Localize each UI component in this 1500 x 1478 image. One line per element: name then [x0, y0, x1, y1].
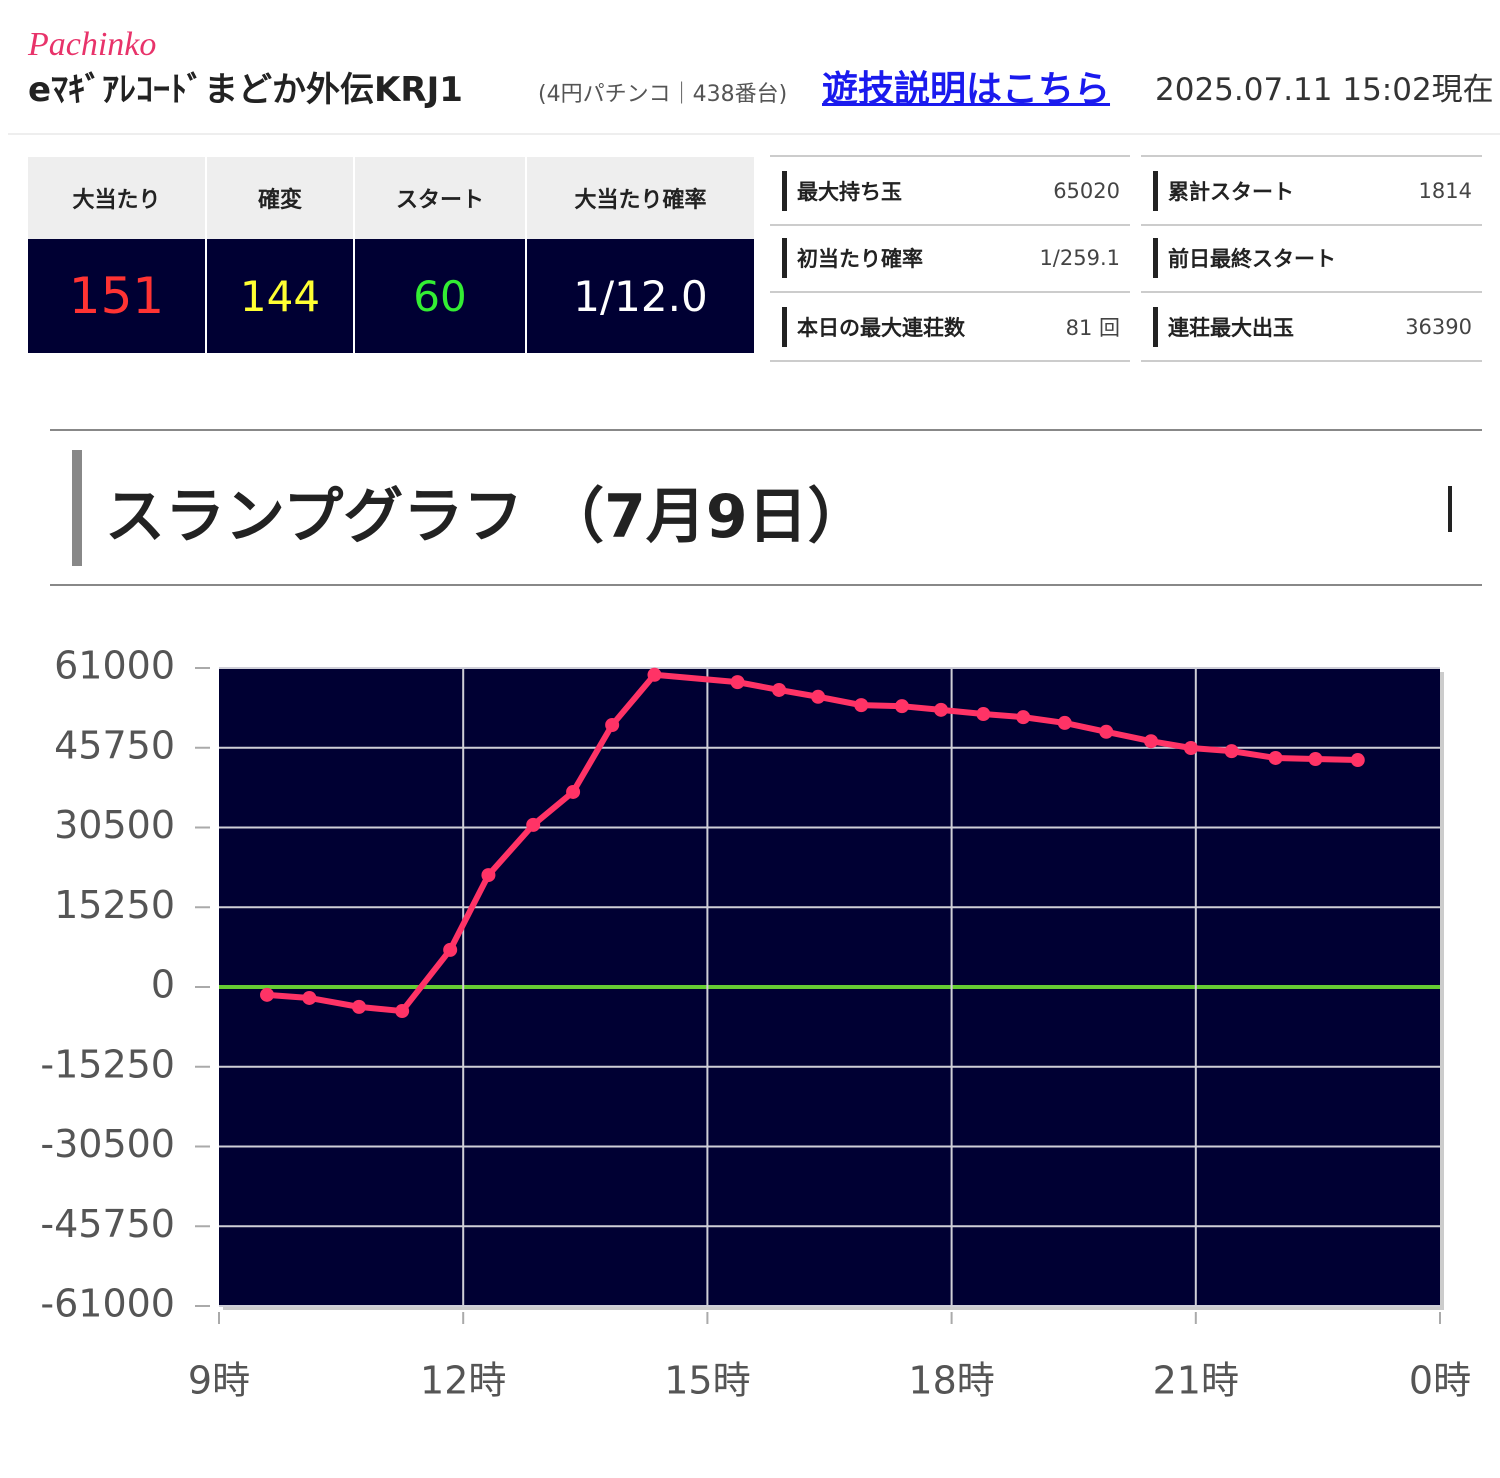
y-tick-label: 0 — [151, 963, 175, 1007]
data-point — [1144, 734, 1159, 749]
y-tick-label: 45750 — [54, 723, 175, 767]
stat-label: 確変 — [207, 157, 353, 239]
data-point — [1099, 724, 1114, 739]
detail-bar — [782, 306, 787, 347]
divider — [50, 429, 1482, 431]
y-tick-label: -61000 — [40, 1282, 175, 1326]
stat-value: 144 — [207, 239, 353, 353]
detail-bar — [782, 170, 787, 211]
help-link[interactable]: 遊技説明はこちら — [822, 69, 1111, 110]
x-tick-label: 15時 — [664, 1359, 750, 1403]
data-point — [854, 698, 869, 713]
data-point — [302, 990, 317, 1005]
title-pipe — [1448, 486, 1452, 532]
stat-value: 151 — [28, 239, 205, 353]
machine-info: (4円パチンコ｜438番台) — [538, 82, 788, 107]
detail-cell: 初当たり確率 1/259.1 — [770, 224, 1130, 293]
detail-cell: 本日の最大連荘数 81 回 — [770, 293, 1130, 362]
chart: 61000 45750 30500 15250 0 -15250 -30500 -45750 -… — [40, 644, 1471, 1403]
detail-label: 連荘最大出玉 — [1168, 315, 1294, 340]
y-tick-label: 61000 — [54, 644, 175, 688]
stat-column: 大当たり 151 — [28, 157, 207, 353]
detail-value: 1/259.1 — [1039, 245, 1120, 270]
title-bar — [72, 450, 82, 566]
data-point — [481, 868, 496, 883]
divider — [50, 584, 1482, 586]
data-point — [1057, 715, 1072, 730]
stat-value: 60 — [355, 239, 525, 353]
data-point — [894, 699, 909, 714]
data-point — [1308, 751, 1323, 766]
data-point — [260, 987, 275, 1002]
detail-value: 1814 — [1418, 178, 1472, 203]
stat-label: 大当たり確率 — [527, 157, 754, 239]
data-point — [976, 707, 991, 722]
divider — [8, 133, 1500, 135]
stats-table: 大当たり 151 確変 144 スタート 60 大当たり確率 1/12.0 — [28, 157, 754, 353]
data-point — [443, 942, 458, 957]
data-point — [811, 689, 826, 704]
data-point — [1016, 710, 1031, 725]
detail-label: 前日最終スタート — [1168, 246, 1336, 271]
x-tick-label: 9時 — [188, 1359, 250, 1403]
detail-bar — [1153, 170, 1158, 211]
y-tick-label: -30500 — [40, 1122, 175, 1166]
x-tick-label: 18時 — [908, 1359, 994, 1403]
section-title: スランプグラフ （7月9日） — [105, 482, 868, 552]
detail-value: 65020 — [1053, 178, 1120, 203]
detail-cell: 前日最終スタート — [1141, 224, 1482, 293]
stat-column: スタート 60 — [355, 157, 527, 353]
stat-label: 大当たり — [28, 157, 205, 239]
data-point — [1183, 741, 1198, 756]
x-tick-label: 12時 — [420, 1359, 506, 1403]
detail-bar — [782, 237, 787, 278]
data-point — [647, 667, 662, 682]
x-tick-label: 21時 — [1153, 1359, 1239, 1403]
detail-label: 本日の最大連荘数 — [797, 315, 965, 340]
x-tick-label: 0時 — [1409, 1359, 1471, 1403]
category: Pachinko — [28, 26, 157, 63]
detail-label: 初当たり確率 — [797, 246, 923, 271]
detail-value: 36390 — [1405, 314, 1472, 339]
data-point — [526, 817, 541, 832]
data-point — [1268, 750, 1283, 765]
stat-value: 1/12.0 — [527, 239, 754, 353]
data-point — [1224, 744, 1239, 759]
data-point — [1350, 753, 1365, 768]
stat-label: スタート — [355, 157, 525, 239]
detail-value: 81 回 — [1065, 315, 1120, 340]
timestamp: 2025.07.11 15:02現在 — [1155, 72, 1494, 108]
detail-label: 最大持ち玉 — [797, 179, 902, 204]
data-point — [352, 999, 367, 1014]
detail-cell: 累計スタート 1814 — [1141, 155, 1482, 226]
y-tick-label: 30500 — [54, 803, 175, 847]
data-point — [730, 675, 745, 690]
data-point — [934, 702, 949, 717]
machine-name: eﾏｷﾞｱﾚｺｰﾄﾞまどか外伝KRJ1 — [28, 70, 463, 110]
data-point — [395, 1004, 410, 1019]
detail-cell: 最大持ち玉 65020 — [770, 155, 1130, 226]
data-point — [566, 784, 581, 799]
y-tick-label: -15250 — [40, 1042, 175, 1086]
y-tick-label: -45750 — [40, 1202, 175, 1246]
detail-cell: 連荘最大出玉 36390 — [1141, 293, 1482, 362]
detail-label: 累計スタート — [1168, 179, 1294, 204]
stat-column: 確変 144 — [207, 157, 355, 353]
stat-column: 大当たり確率 1/12.0 — [527, 157, 754, 353]
data-point — [605, 718, 620, 733]
detail-bar — [1153, 306, 1158, 347]
y-tick-label: 15250 — [54, 883, 175, 927]
data-point — [772, 682, 787, 697]
detail-bar — [1153, 237, 1158, 278]
